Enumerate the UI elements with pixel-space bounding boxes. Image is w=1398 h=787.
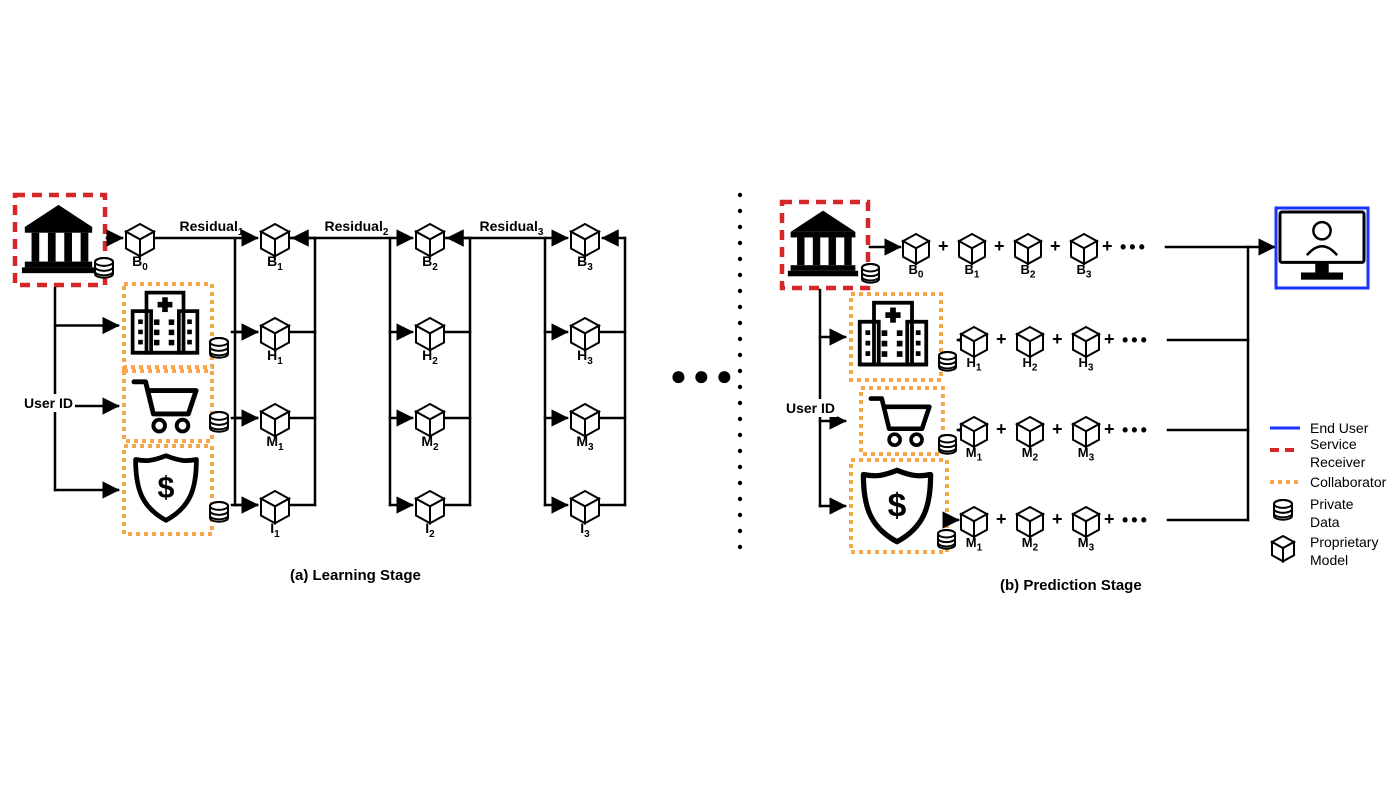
ellipsis: •••: [1120, 237, 1148, 258]
pred-Ms1: M2: [1017, 534, 1043, 554]
cube-B1: B1: [261, 253, 289, 273]
plus: +: [996, 509, 1007, 530]
plus: +: [994, 236, 1005, 257]
cube-B0: B0: [126, 253, 154, 273]
caption-learning: (a) Learning Stage: [290, 567, 421, 585]
plus: +: [1052, 329, 1063, 350]
residual-label-1: Residual1: [180, 218, 244, 238]
plus: +: [1104, 509, 1115, 530]
user-id-label: User ID: [22, 395, 75, 413]
cube-H1: H1: [261, 347, 289, 367]
residual-label-3: Residual3: [480, 218, 544, 238]
pred-Mc0: M1: [961, 444, 987, 464]
legend-private-data: PrivateData: [1310, 496, 1354, 532]
pred-Ms2: M3: [1073, 534, 1099, 554]
plus: +: [1102, 236, 1113, 257]
pred-H2: H3: [1073, 354, 1099, 374]
residual-label-2: Residual2: [325, 218, 389, 238]
ellipsis-icon: ●●●: [670, 360, 739, 392]
pred-Mc2: M3: [1073, 444, 1099, 464]
cube-I1: I1: [261, 520, 289, 540]
cube-B2: B2: [416, 253, 444, 273]
cube-B3: B3: [571, 253, 599, 273]
legend-proprietary-model: ProprietaryModel: [1310, 534, 1378, 570]
cube-M2: M2: [416, 433, 444, 453]
plus: +: [938, 236, 949, 257]
pred-B2: B2: [1015, 261, 1041, 281]
plus: +: [1104, 419, 1115, 440]
pred-Mc1: M2: [1017, 444, 1043, 464]
svg-text:$: $: [888, 488, 907, 525]
plus: +: [1052, 509, 1063, 530]
cube-M1: M1: [261, 433, 289, 453]
cube-I2: I2: [416, 520, 444, 540]
ellipsis: •••: [1122, 510, 1150, 531]
ellipsis: •••: [1122, 330, 1150, 351]
cube-H2: H2: [416, 347, 444, 367]
caption-prediction: (b) Prediction Stage: [1000, 577, 1142, 595]
cube-M3: M3: [571, 433, 599, 453]
pred-B1: B1: [959, 261, 985, 281]
pred-B0: B0: [903, 261, 929, 281]
plus: +: [1104, 329, 1115, 350]
pred-Ms0: M1: [961, 534, 987, 554]
plus: +: [1050, 236, 1061, 257]
pred-B3: B3: [1071, 261, 1097, 281]
pred-H0: H1: [961, 354, 987, 374]
plus: +: [996, 329, 1007, 350]
legend-service-receiver: ServiceReceiver: [1310, 436, 1365, 472]
plus: +: [996, 419, 1007, 440]
svg-text:$: $: [158, 471, 175, 505]
plus: +: [1052, 419, 1063, 440]
cube-I3: I3: [571, 520, 599, 540]
pred-H1: H2: [1017, 354, 1043, 374]
user-id-label-pred: User ID: [784, 400, 837, 418]
ellipsis: •••: [1122, 420, 1150, 441]
cube-H3: H3: [571, 347, 599, 367]
legend-collaborator: Collaborator: [1310, 474, 1386, 492]
